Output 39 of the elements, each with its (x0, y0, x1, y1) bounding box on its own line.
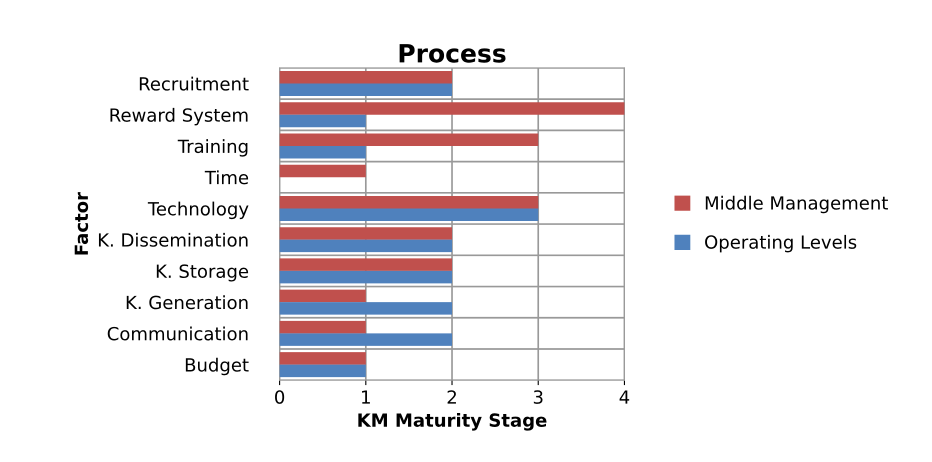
bar (280, 134, 538, 146)
bar (280, 227, 452, 240)
bar (280, 71, 452, 84)
bar (280, 164, 366, 178)
y-tick-label: Time (204, 170, 248, 184)
bar (280, 290, 366, 302)
bar (280, 270, 452, 284)
bar (280, 146, 366, 158)
y-tick-label: Reward System (110, 108, 248, 126)
bar (280, 364, 366, 378)
bar (280, 352, 366, 365)
y-tick-label: Communication (108, 326, 248, 340)
y-tick-label: Budget (186, 358, 249, 376)
y-tick-label: K. Generation (126, 295, 248, 310)
chart-title: Process (400, 44, 506, 63)
bar (280, 302, 452, 315)
legend-label: Middle Management (706, 196, 888, 214)
y-tick-label: K. Storage (156, 264, 248, 282)
bar (280, 320, 366, 334)
bar (280, 208, 538, 221)
y-tick-label: K. Dissemination (98, 232, 248, 247)
x-tick-label: 4 (620, 390, 630, 404)
x-tick-label: 2 (448, 390, 456, 404)
y-tick-label: Training (178, 139, 248, 157)
bar (280, 333, 452, 346)
bar (280, 102, 624, 115)
bar (280, 114, 366, 128)
bar (280, 258, 452, 271)
legend-label: Operating Levels (705, 234, 856, 252)
bar (280, 196, 538, 208)
x-tick-label: 3 (534, 390, 543, 404)
y-tick-label: Recruitment (140, 76, 249, 91)
bar (280, 240, 452, 252)
y-axis-title: Factor (74, 192, 88, 254)
x-tick-label: 1 (362, 390, 370, 404)
x-tick-label: 0 (275, 390, 284, 404)
bar (280, 84, 452, 96)
y-tick-label: Technology (148, 202, 249, 220)
x-axis-title: KM Maturity Stage (358, 412, 546, 431)
